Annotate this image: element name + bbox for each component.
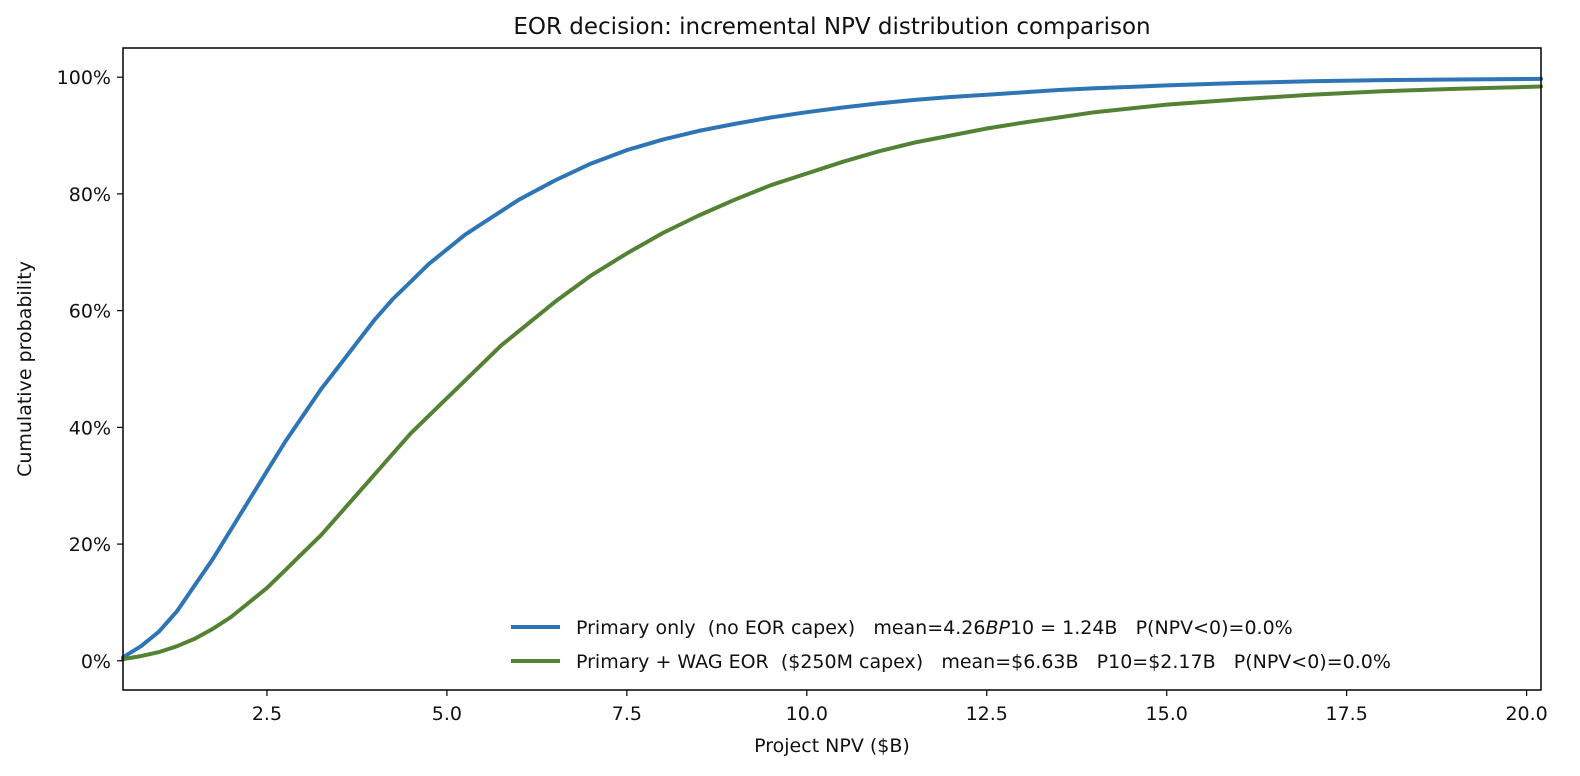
x-tick-label: 12.5 bbox=[966, 703, 1008, 725]
chart-title: EOR decision: incremental NPV distributi… bbox=[513, 14, 1150, 40]
plot-series bbox=[121, 76, 1543, 662]
x-axis: 2.5 5.0 7.5 10.0 12.5 15.0 17.5 20.0 bbox=[252, 690, 1548, 725]
x-tick-label: 20.0 bbox=[1505, 703, 1547, 725]
x-axis-label: Project NPV ($B) bbox=[754, 735, 910, 757]
y-tick-label: 60% bbox=[69, 301, 111, 323]
x-tick-label: 7.5 bbox=[612, 703, 642, 725]
x-tick-label: 10.0 bbox=[786, 703, 828, 725]
y-axis-label: Cumulative probability bbox=[14, 261, 36, 477]
y-tick-label: 80% bbox=[69, 184, 111, 206]
x-tick-label: 5.0 bbox=[432, 703, 462, 725]
y-axis: 0% 20% 40% 60% 80% 100% bbox=[57, 67, 123, 673]
x-tick-label: 15.0 bbox=[1146, 703, 1188, 725]
legend-label-1: Primary only (no EOR capex) mean=4.26BP1… bbox=[576, 617, 1293, 639]
legend-label-2: Primary + WAG EOR ($250M capex) mean=$6.… bbox=[576, 651, 1391, 673]
series-line-2 bbox=[121, 84, 1543, 662]
legend: Primary only (no EOR capex) mean=4.26BP1… bbox=[511, 617, 1391, 673]
y-tick-label: 20% bbox=[69, 534, 111, 556]
x-tick-label: 17.5 bbox=[1325, 703, 1367, 725]
y-tick-label: 100% bbox=[57, 67, 111, 89]
plot-frame bbox=[122, 47, 1542, 691]
y-tick-label: 40% bbox=[69, 417, 111, 439]
x-tick-label: 2.5 bbox=[252, 703, 282, 725]
series-line-1 bbox=[121, 76, 1543, 660]
y-tick-label: 0% bbox=[81, 651, 111, 673]
